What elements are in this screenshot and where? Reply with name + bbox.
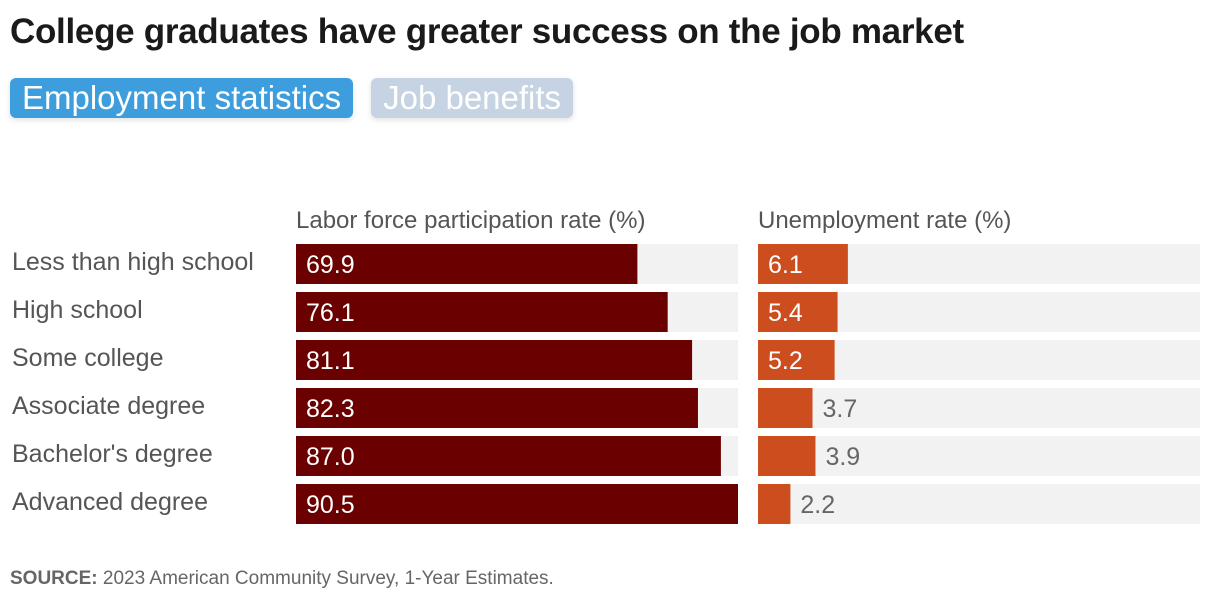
view-tabs: Employment statistics Job benefits: [10, 78, 574, 118]
bar-participation: [296, 484, 738, 524]
data-label-participation: 69.9: [306, 251, 355, 279]
bar-track-unemployment: [758, 436, 1200, 476]
data-label-participation: 81.1: [306, 347, 355, 375]
data-label-unemployment: 2.2: [800, 491, 835, 519]
data-label-unemployment: 5.2: [768, 347, 803, 375]
tab-employment-statistics[interactable]: Employment statistics: [10, 78, 354, 118]
data-label-unemployment: 3.7: [823, 395, 858, 423]
bar-participation: [296, 244, 638, 284]
bar-chart: Less than high school High school Some col…: [12, 207, 1200, 524]
bar-participation: [296, 388, 698, 428]
bar-unemployment: [758, 484, 791, 524]
bar-track-unemployment: [758, 388, 1200, 428]
bar-track-unemployment: [758, 484, 1200, 524]
tab-job-benefits[interactable]: Job benefits: [371, 78, 574, 118]
bar-unemployment: [758, 292, 838, 332]
category-label: Some college: [12, 344, 163, 372]
category-label: Less than high school: [12, 248, 254, 276]
data-label-participation: 87.0: [306, 443, 355, 471]
bar-participation: [296, 436, 721, 476]
category-label: Associate degree: [12, 392, 205, 420]
data-label-unemployment: 6.1: [768, 251, 803, 279]
series-header-participation: Labor force participation rate (%): [296, 207, 646, 234]
source-label: SOURCE:: [10, 568, 98, 589]
category-label: Advanced degree: [12, 488, 208, 516]
category-label: Bachelor's degree: [12, 440, 213, 468]
data-label-participation: 82.3: [306, 395, 355, 423]
bar-unemployment: [758, 340, 835, 380]
data-label-participation: 76.1: [306, 299, 355, 327]
data-label-unemployment: 5.4: [768, 299, 803, 327]
source-text: 2023 American Community Survey, 1-Year E…: [102, 568, 554, 589]
source-note: SOURCE: 2023 American Community Survey, …: [10, 568, 554, 590]
chart-title: College graduates have greater success o…: [10, 12, 964, 51]
category-label: High school: [12, 296, 143, 324]
bar-participation: [296, 340, 693, 380]
bar-unemployment: [758, 436, 816, 476]
bar-unemployment: [758, 244, 848, 284]
bar-participation: [296, 292, 668, 332]
series-header-unemployment: Unemployment rate (%): [758, 207, 1011, 234]
bar-unemployment: [758, 388, 813, 428]
data-label-participation: 90.5: [306, 491, 355, 519]
data-label-unemployment: 3.9: [825, 443, 860, 471]
